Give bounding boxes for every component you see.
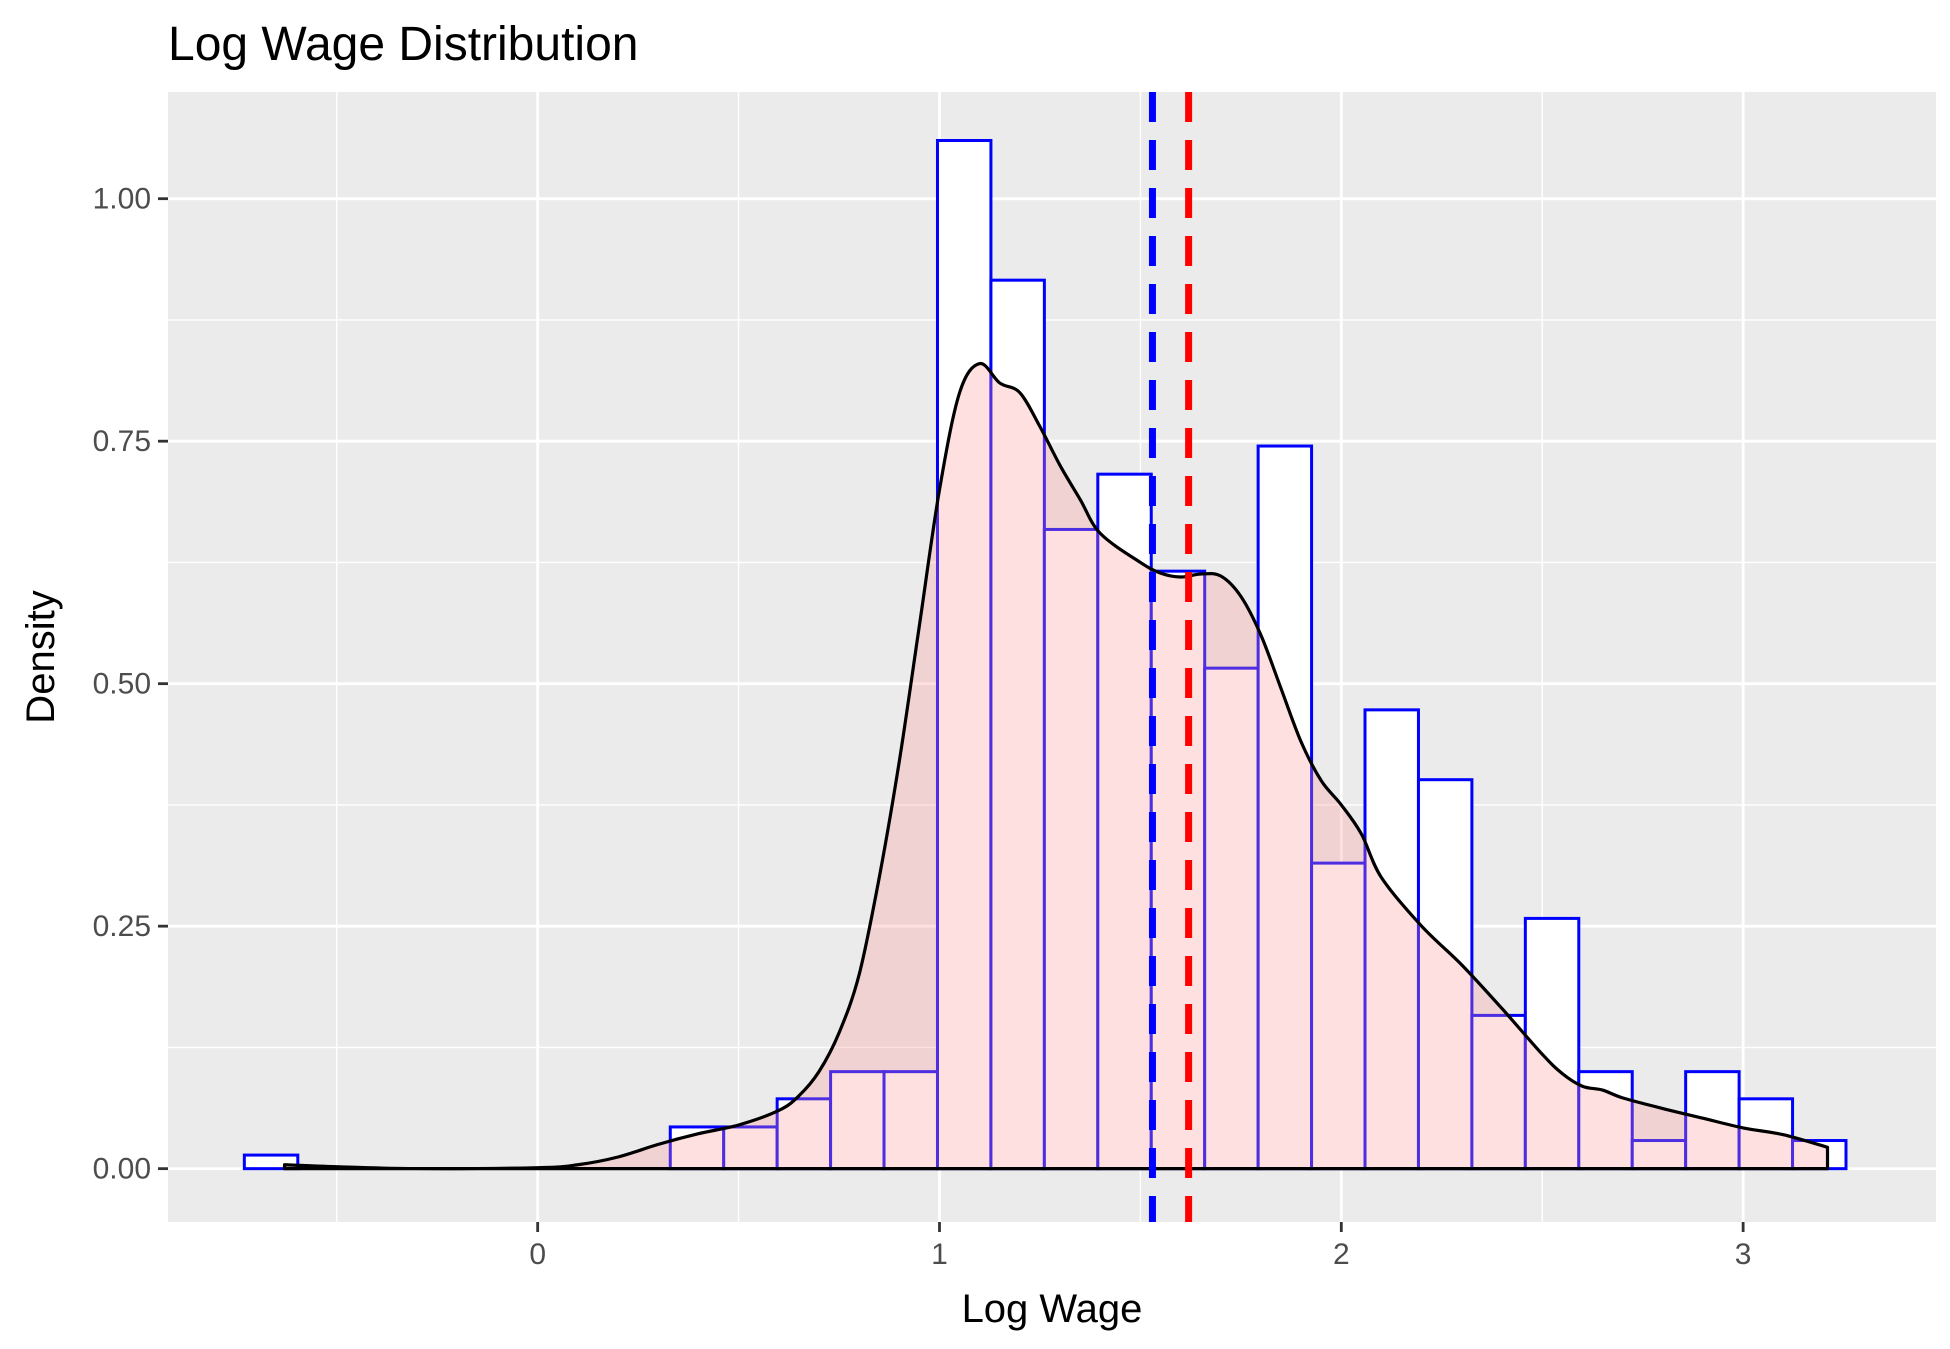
y-tick-label: 0.00 [93,1153,151,1186]
x-tick-label: 3 [1735,1238,1752,1271]
histogram-bar [829,1070,886,1171]
x-tick-label: 0 [529,1238,546,1271]
x-axis: 0 1 2 3 [529,1222,1751,1271]
density-layer [282,361,1830,1171]
chart-title: Log Wage Distribution [168,18,638,71]
histogram-bar [1256,444,1314,1171]
density-curve [282,361,1830,1171]
y-tick-label: 0.50 [93,668,151,701]
histogram-bar [1149,569,1207,1171]
histogram-bar [1203,666,1260,1171]
x-tick-label: 1 [931,1238,948,1271]
x-axis-title: Log Wage [962,1287,1143,1331]
y-tick-label: 0.75 [93,425,151,458]
histogram-bar [935,138,993,1171]
y-axis: 0.00 0.25 0.50 0.75 1.00 [93,183,168,1186]
histogram-bar [1416,778,1474,1171]
y-tick-label: 0.25 [93,910,151,943]
histogram-bar [722,1125,779,1171]
histogram-bars [242,138,1848,1171]
histogram-bar [989,278,1046,1171]
reference-lines [1148,92,1193,1222]
y-axis-title: Density [19,590,63,723]
y-tick-label: 1.00 [93,183,151,216]
histogram-bar [775,1097,833,1171]
x-tick-label: 2 [1333,1238,1350,1271]
